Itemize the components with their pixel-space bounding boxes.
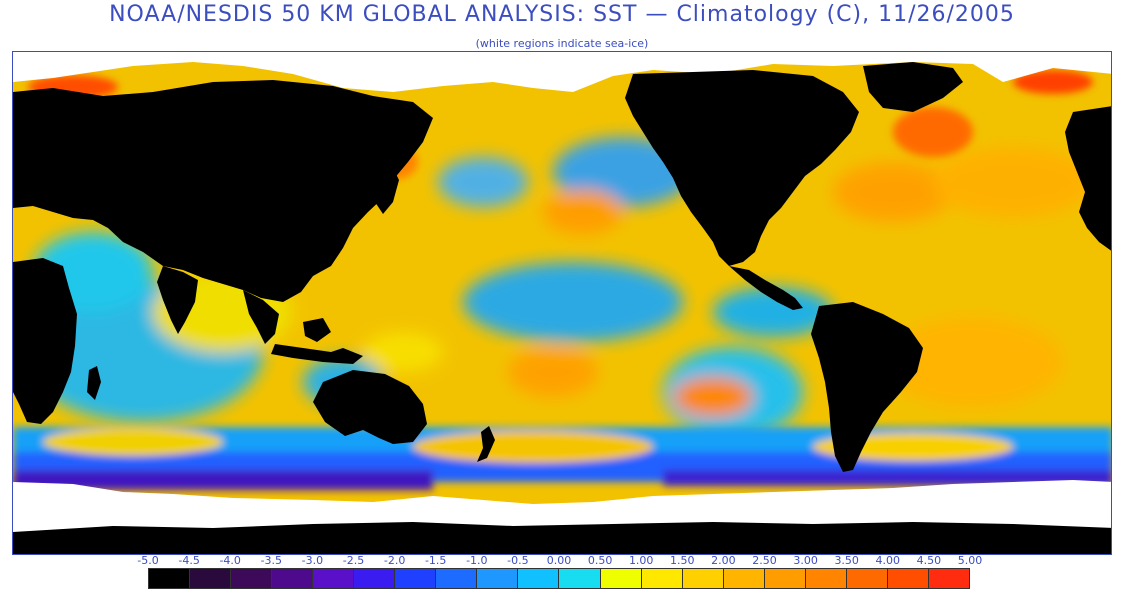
- colorbar-swatch: [641, 569, 683, 588]
- colorbar-swatch: [272, 569, 314, 588]
- colorbar-swatch: [477, 569, 519, 588]
- colorbar-swatch: [149, 569, 191, 588]
- colorbar-tick-label: 1.00: [628, 554, 654, 567]
- colorbar-labels: -5.0 -4.5 -4.0 -3.5 -3.0 -2.5 -2.0 -1.5 -1.0 -0.5…: [137, 554, 982, 568]
- colorbar-tick-label: -0.5: [507, 554, 529, 567]
- sst-anomaly-map: [12, 51, 1112, 555]
- antarctica: [13, 522, 1111, 554]
- colorbar-tick-label: 5.00: [957, 554, 983, 567]
- colorbar-swatch: [723, 569, 765, 588]
- indonesia: [271, 344, 363, 364]
- land-masses: [13, 62, 1111, 554]
- colorbar-swatch: [231, 569, 273, 588]
- colorbar-tick-label: 3.00: [793, 554, 818, 567]
- north-america: [625, 70, 859, 266]
- colorbar-tick-label: 0.00: [546, 554, 572, 567]
- colorbar-swatch: [600, 569, 642, 588]
- colorbar-tick-label: -3.0: [301, 554, 324, 567]
- australia: [313, 370, 427, 444]
- colorbar-tick-label: 1.50: [670, 554, 695, 567]
- colorbar-swatch: [313, 569, 355, 588]
- colorbar-tick-label: -4.0: [219, 554, 241, 567]
- south-america: [811, 302, 923, 472]
- japan: [375, 164, 399, 214]
- chart-title: NOAA/NESDIS 50 KM GLOBAL ANALYSIS: SST —…: [109, 2, 1015, 27]
- central-america: [729, 266, 803, 310]
- colorbar-tick-label: 4.50: [916, 554, 942, 567]
- colorbar-swatch: [764, 569, 806, 588]
- colorbar-swatch: [682, 569, 724, 588]
- africa: [13, 258, 77, 424]
- colorbar-tick-label: -1.0: [466, 554, 488, 567]
- world-map-svg: [13, 52, 1111, 554]
- colorbar-swatch: [436, 569, 478, 588]
- colorbar-swatch: [805, 569, 847, 588]
- greenland: [863, 62, 963, 112]
- colorbar-tick-label: -1.5: [424, 554, 447, 567]
- colorbar-swatch: [559, 569, 601, 588]
- colorbar-tick-label: 0.50: [587, 554, 613, 567]
- southeast-asia: [243, 290, 279, 344]
- ocean-anomaly-field: [13, 52, 1111, 554]
- colorbar-tick-label: -5.0: [137, 554, 159, 567]
- colorbar-tick-label: 4.00: [875, 554, 901, 567]
- europe-africa-east: [1065, 106, 1111, 251]
- colorbar-tick-label: -3.5: [260, 554, 283, 567]
- chart-subtitle: (white regions indicate sea-ice): [475, 37, 649, 50]
- colorbar-tick-label: -4.5: [178, 554, 200, 567]
- colorbar-swatch: [395, 569, 437, 588]
- colorbar-swatch: [928, 569, 969, 588]
- colorbar-tick-label: 2.50: [752, 554, 777, 567]
- colorbar-tick-label: -2.0: [383, 554, 406, 567]
- colorbar-tick-label: 3.50: [834, 554, 859, 567]
- eurasia-west: [13, 80, 433, 302]
- colorbar-tick-label: 2.00: [711, 554, 736, 567]
- colorbar: [148, 568, 970, 589]
- colorbar-swatch: [887, 569, 929, 588]
- colorbar-swatch: [846, 569, 888, 588]
- colorbar-tick-label: -2.5: [342, 554, 365, 567]
- colorbar-swatch: [354, 569, 396, 588]
- india: [157, 266, 198, 334]
- colorbar-swatch: [190, 569, 232, 588]
- colorbar-swatch: [518, 569, 560, 588]
